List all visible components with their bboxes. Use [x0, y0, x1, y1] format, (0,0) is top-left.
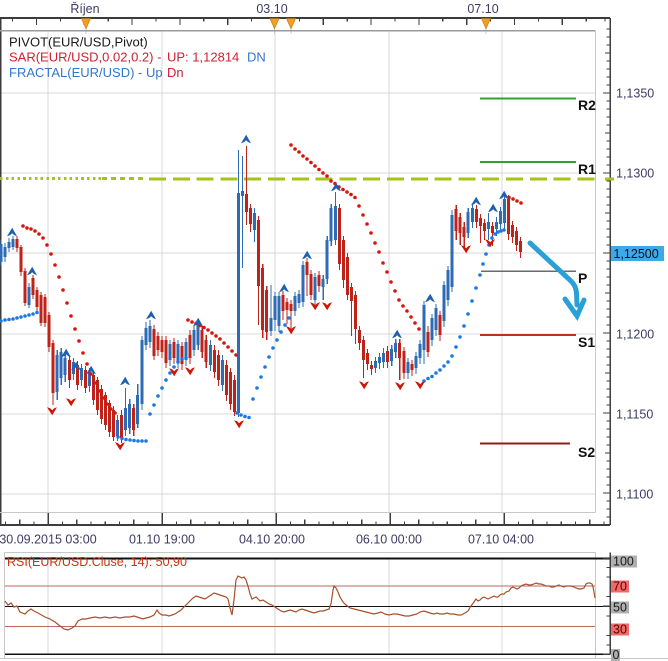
svg-text:1,1300: 1,1300: [616, 167, 654, 181]
svg-text:S1: S1: [578, 334, 595, 350]
svg-text:07.10 04:00: 07.10 04:00: [468, 533, 534, 547]
svg-text:S2: S2: [578, 444, 595, 460]
svg-text:1,1100: 1,1100: [616, 488, 653, 502]
svg-text:1,1200: 1,1200: [616, 328, 654, 342]
svg-text:UP: 1,12814: UP: 1,12814: [167, 50, 239, 65]
svg-text:R2: R2: [578, 97, 596, 113]
svg-text:70: 70: [613, 580, 627, 594]
svg-text:100: 100: [613, 555, 634, 569]
svg-text:1,12500: 1,12500: [614, 247, 659, 261]
svg-text:07.10: 07.10: [467, 2, 498, 16]
svg-text:03.10: 03.10: [256, 2, 287, 16]
svg-text:1,1350: 1,1350: [616, 87, 654, 101]
svg-text:30.09.2015 03:00: 30.09.2015 03:00: [0, 533, 97, 547]
svg-text:PIVOT(EUR/USD,Pivot): PIVOT(EUR/USD,Pivot): [9, 35, 148, 50]
svg-text:P: P: [578, 270, 587, 286]
svg-text:01.10 19:00: 01.10 19:00: [129, 533, 195, 547]
svg-text:DN: DN: [247, 50, 266, 65]
svg-text:04.10 20:00: 04.10 20:00: [239, 533, 305, 547]
svg-text:30: 30: [613, 623, 627, 637]
svg-text:RSI(EUR/USD.Cluse, 14): 50,90: RSI(EUR/USD.Cluse, 14): 50,90: [7, 555, 187, 569]
svg-text:0: 0: [613, 648, 620, 661]
svg-text:06.10 00:00: 06.10 00:00: [356, 533, 422, 547]
svg-text:1,1150: 1,1150: [616, 408, 653, 422]
svg-text:Říjen: Říjen: [70, 1, 99, 16]
svg-text:R1: R1: [578, 161, 596, 177]
svg-text:SAR(EUR/USD,0.02,0.2) -: SAR(EUR/USD,0.02,0.2) -: [9, 50, 161, 65]
svg-text:50: 50: [613, 601, 627, 615]
svg-text:FRACTAL(EUR/USD) - Up: FRACTAL(EUR/USD) - Up: [9, 65, 163, 80]
svg-text:Dn: Dn: [167, 65, 184, 80]
